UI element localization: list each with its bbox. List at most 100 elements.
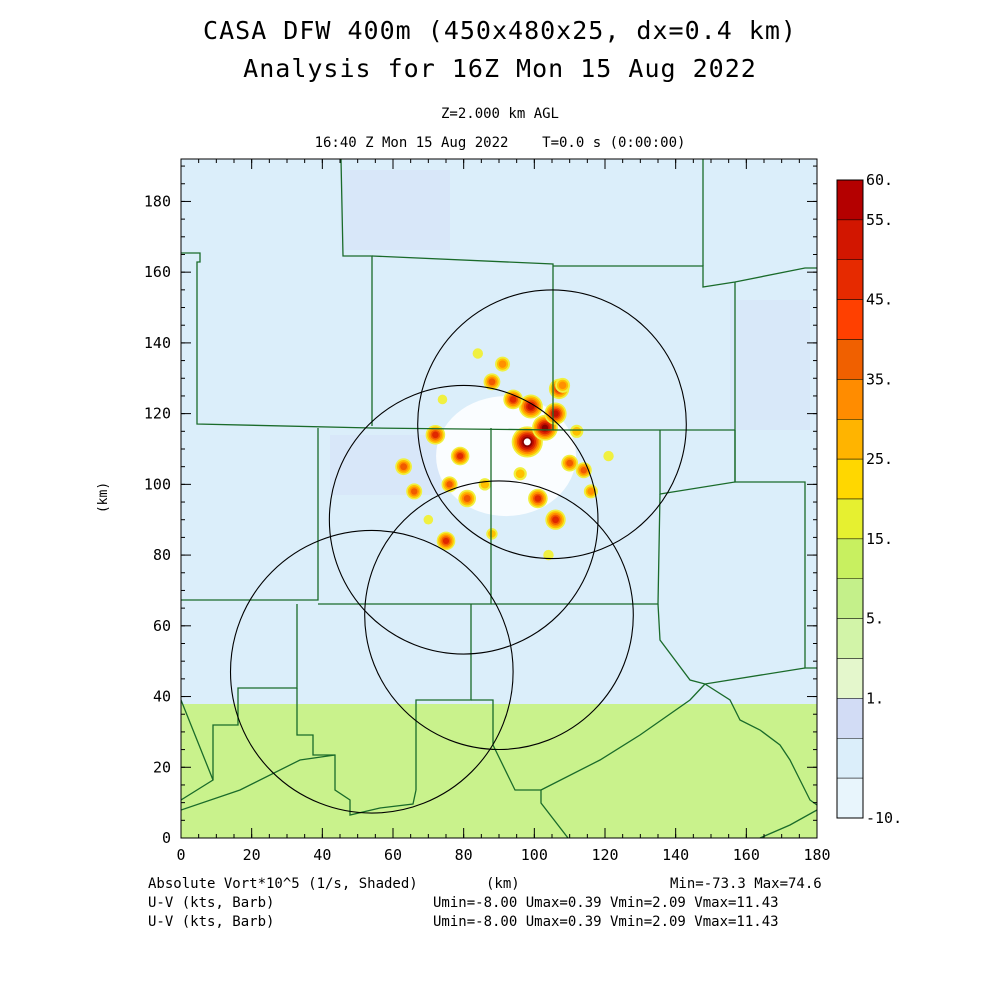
vorticity-blob	[552, 516, 559, 524]
colorbar: 60. 55. 45. 35. 25. 15. 5. 1. -10.	[836, 171, 902, 827]
county-line	[540, 683, 706, 791]
vorticity-blob	[558, 381, 567, 390]
vorticity-blob	[543, 549, 554, 561]
colorbar-label: 15.	[866, 530, 893, 548]
weak-vorticity-patch	[340, 170, 450, 250]
colorbar-frame	[836, 179, 864, 819]
chart-title: CASA DFW 400m (450x480x25, dx=0.4 km)	[203, 16, 797, 45]
wind-label-2: U-V (kts, Barb)	[148, 914, 275, 930]
x-tick-label: 120	[591, 846, 618, 864]
colorbar-segment	[836, 538, 864, 579]
x-tick-label: 140	[662, 846, 689, 864]
vorticity-blob	[432, 431, 439, 439]
vorticity-blob	[437, 394, 448, 405]
county-line	[659, 430, 736, 495]
x-tick-label: 180	[803, 846, 830, 864]
x-tick-label: 100	[521, 846, 548, 864]
county-line	[704, 683, 817, 806]
county-boundaries	[181, 159, 817, 838]
time-label: 16:40 Z Mon 15 Aug 2022 T=0.0 s (0:00:00…	[314, 135, 686, 151]
county-line	[296, 688, 417, 816]
county-line	[734, 282, 817, 669]
wind-stats-1: Umin=-8.00 Umax=0.39 Vmin=2.09 Vmax=11.4…	[433, 895, 779, 911]
colorbar-segment	[836, 259, 864, 300]
y-tick-label: 40	[153, 688, 171, 706]
radar-rings	[229, 289, 687, 814]
y-tick-label: 160	[144, 263, 171, 281]
colorbar-segment	[836, 738, 864, 779]
minmax-label: Min=-73.3 Max=74.6	[670, 876, 822, 892]
y-tick-label: 80	[153, 546, 171, 564]
colorbar-segment	[836, 219, 864, 260]
vorticity-blob	[423, 514, 434, 525]
county-line	[181, 428, 319, 601]
vorticity-blob	[580, 467, 587, 474]
colorbar-label: 55.	[866, 211, 893, 229]
county-line	[471, 699, 569, 838]
vorticity-blob	[515, 469, 525, 479]
colorbar-segment	[836, 698, 864, 739]
colorbar-label: 25.	[866, 450, 893, 468]
wind-label-1: U-V (kts, Barb)	[148, 895, 275, 911]
colorbar-segment	[836, 419, 864, 460]
y-tick-label: 100	[144, 475, 171, 493]
x-tick-label: 40	[313, 846, 331, 864]
radar-ring	[328, 384, 599, 655]
colorbar-segment	[836, 578, 864, 619]
colorbar-segment	[836, 658, 864, 699]
chart-subtitle: Analysis for 16Z Mon 15 Aug 2022	[243, 54, 757, 83]
y-tick-label: 20	[153, 758, 171, 776]
county-line	[553, 265, 817, 288]
radar-ring	[229, 529, 514, 814]
axes: 0 20 40 60 80 100 120 140 160 180 0 20 40 60 80 100 120 1…	[144, 159, 831, 864]
colorbar-label: 5.	[866, 610, 884, 628]
colorbar-segment	[836, 179, 864, 221]
county-line	[181, 754, 336, 811]
y-tick-label: 180	[144, 192, 171, 210]
vorticity-blob	[552, 410, 559, 417]
colorbar-segment	[836, 339, 864, 380]
colorbar-segment	[836, 618, 864, 659]
y-tick-label: 60	[153, 617, 171, 635]
vorticity-blob	[463, 495, 471, 502]
x-tick-label: 160	[733, 846, 760, 864]
vorticity-blob	[498, 360, 507, 368]
colorbar-segment	[836, 458, 864, 500]
x-tick-label: 0	[176, 846, 185, 864]
vorticity-blob	[509, 396, 517, 403]
x-tick-label: 20	[243, 846, 261, 864]
vorticity-blob	[523, 438, 531, 446]
county-line	[212, 604, 298, 780]
colorbar-label: 35.	[866, 370, 893, 388]
county-line	[415, 604, 472, 790]
positive-vorticity-band	[181, 704, 817, 838]
vorticity-blob	[587, 487, 595, 495]
x-axis-unit-label: (km)	[486, 876, 520, 892]
vorticity-blobs	[395, 348, 614, 561]
county-line	[181, 699, 214, 801]
county-line	[759, 809, 817, 838]
field-label: Absolute Vort*10^5 (1/s, Shaded)	[148, 876, 418, 892]
shading-layer	[330, 170, 810, 495]
colorbar-label: 45.	[866, 291, 893, 309]
colorbar-label: 60.	[866, 171, 893, 189]
vorticity-blob	[488, 530, 496, 538]
weak-vorticity-patch	[330, 435, 440, 495]
vorticity-blob	[457, 452, 464, 460]
colorbar-segment	[836, 299, 864, 340]
colorbar-segment	[836, 777, 864, 819]
vorticity-blob	[572, 426, 582, 436]
level-label: Z=2.000 km AGL	[440, 106, 559, 122]
vorticity-blob	[534, 495, 542, 502]
vorticity-blob	[446, 481, 453, 488]
y-tick-label: 0	[162, 829, 171, 847]
colorbar-label: -10.	[866, 809, 902, 827]
x-tick-label: 80	[455, 846, 473, 864]
vorticity-blob	[472, 348, 483, 359]
y-tick-label: 140	[144, 334, 171, 352]
weak-vorticity-patch	[730, 300, 810, 430]
radar-ring	[364, 480, 634, 751]
colorbar-label: 1.	[866, 689, 884, 707]
vorticity-blob	[603, 450, 614, 462]
